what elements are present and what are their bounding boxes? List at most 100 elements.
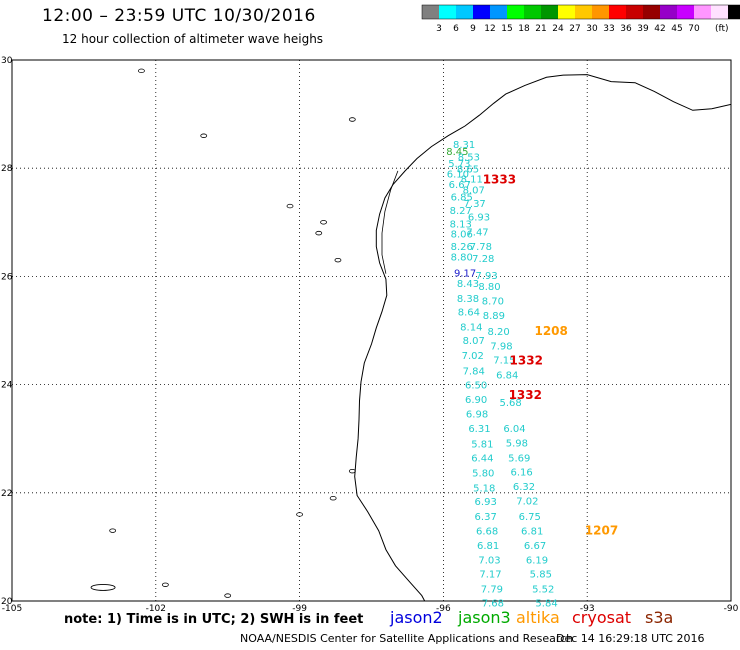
legend-label: 27 (569, 24, 580, 34)
legend-swatch (575, 5, 592, 19)
legend-label: 33 (603, 24, 614, 34)
legend-label: 21 (535, 24, 546, 34)
wave-height-value: 7.98 (490, 341, 512, 352)
barrier-island (381, 170, 399, 274)
pass-time-label: 1333 (483, 172, 516, 186)
lake-outline (348, 117, 356, 122)
lake-outline (296, 512, 304, 517)
wave-height-value: 7.15 (493, 356, 515, 367)
satellite-label-jason2: jason2 (390, 608, 443, 627)
wave-height-value: 6.67 (449, 180, 471, 191)
lake-outline (138, 68, 145, 74)
legend-label: 15 (501, 24, 512, 34)
lake-chapala (90, 584, 116, 591)
coastline (354, 74, 731, 601)
lon-tick-label: -93 (580, 604, 595, 612)
wave-height-value: 5.73 (448, 159, 470, 170)
wave-height-value: 8.43 (457, 279, 479, 290)
lon-tick-label: -102 (146, 604, 166, 612)
color-legend: 3 6 9 12 15 18 21 24 27 30 33 36 39 42 45 70 (ft) (421, 4, 740, 34)
wave-height-value: 7.02 (516, 497, 538, 508)
wave-height-value: 6.31 (468, 424, 490, 435)
legend-swatch (626, 5, 643, 19)
pass-time-label: 1207 (585, 523, 618, 537)
satellite-label-s3a: s3a (645, 608, 674, 627)
wave-height-value: 7.68 (482, 598, 504, 609)
wave-height-value: 8.06 (451, 229, 473, 240)
pass-time-label: 1332 (510, 354, 543, 368)
legend-label: (ft) (715, 24, 729, 34)
wave-height-value: 7.79 (481, 584, 503, 595)
lake-outline (334, 257, 342, 263)
legend-label: 6 (453, 24, 459, 34)
legend-label: 12 (484, 24, 495, 34)
legend-swatch (677, 5, 694, 19)
wave-height-value: 5.81 (471, 439, 493, 450)
wave-height-value: 7.47 (466, 227, 488, 238)
legend-swatch (558, 5, 575, 19)
pass-time-label: 1208 (534, 324, 567, 338)
lake-outline (224, 593, 232, 598)
legend-label: 42 (654, 24, 665, 34)
wave-height-value: 8.20 (487, 327, 509, 338)
wave-height-value: 7.28 (472, 254, 494, 265)
wave-height-value: 6.81 (477, 541, 499, 552)
legend-swatch (490, 5, 507, 19)
legend-swatch (609, 5, 626, 19)
lat-tick-label: 26 (1, 272, 13, 282)
lake-outline (329, 496, 337, 501)
wave-height-value: 8.11 (461, 174, 483, 185)
wave-height-value: 5.84 (535, 598, 557, 609)
wave-height-value: 6.50 (465, 380, 487, 391)
lat-tick-label: 20 (1, 597, 13, 607)
wave-height-value: 7.84 (463, 366, 485, 377)
wave-height-value: 6.44 (471, 453, 493, 464)
units-note: note: 1) Time is in UTC; 2) SWH is in fe… (64, 612, 364, 627)
lake-outline (161, 582, 169, 587)
wave-height-value: 8.80 (451, 253, 473, 264)
legend-swatch (524, 5, 541, 19)
legend-swatch (728, 5, 740, 19)
wave-height-value: 8.31 (453, 140, 475, 151)
wave-height-value: 8.26 (451, 242, 473, 253)
lake-outline (109, 528, 117, 533)
footer-credit: NOAA/NESDIS Center for Satellite Applica… (240, 632, 574, 645)
satellite-label-cryosat: cryosat (572, 608, 632, 627)
legend-label: 70 (688, 24, 700, 34)
wave-height-value: 7.78 (470, 242, 492, 253)
map-frame (11, 59, 732, 602)
lake-outline (315, 230, 323, 236)
wave-height-value: 5.85 (530, 570, 552, 581)
legend-swatch (541, 5, 558, 19)
satellite-label-jason3: jason3 (458, 608, 511, 627)
lat-tick-label: 22 (1, 489, 12, 499)
wave-height-value: 5.69 (508, 453, 530, 464)
map-plot: -105 -102 -99 -96 -93 -90 30 28 26 24 22 20 8.318.45… (1, 56, 739, 612)
wave-height-value: 7.93 (476, 271, 498, 282)
lake-outline (348, 468, 356, 474)
wave-height-value: 6.98 (466, 410, 488, 421)
legend-swatch (507, 5, 524, 19)
lon-tick-label: -99 (292, 604, 307, 612)
wave-height-value: 8.45 (446, 147, 468, 158)
wave-height-value: 8.70 (482, 297, 504, 308)
wave-height-value: 5.98 (506, 438, 528, 449)
legend-label: 36 (620, 24, 632, 34)
wave-height-value: 5.18 (473, 484, 495, 495)
legend-frame (421, 4, 740, 20)
satellite-label-altika: altika (516, 608, 560, 627)
wave-height-value: 8.64 (458, 307, 480, 318)
wave-height-value: 6.68 (476, 526, 498, 537)
footer-timestamp: Dec 14 16:29:18 UTC 2016 (556, 632, 705, 645)
wave-height-value: 8.89 (483, 311, 505, 322)
wave-height-value: 8.53 (458, 153, 480, 164)
wave-height-value: 7.02 (462, 351, 484, 362)
wave-height-value: 6.19 (526, 556, 548, 567)
wave-height-value: 8.65 (457, 165, 479, 176)
lake-outline (320, 220, 327, 225)
wave-height-value: 5.80 (472, 469, 494, 480)
lon-tick-label: -90 (724, 604, 739, 612)
legend-swatch (456, 5, 473, 19)
page-subtitle: 12 hour collection of altimeter wave hei… (62, 32, 324, 46)
wave-height-value: 6.93 (475, 497, 497, 508)
